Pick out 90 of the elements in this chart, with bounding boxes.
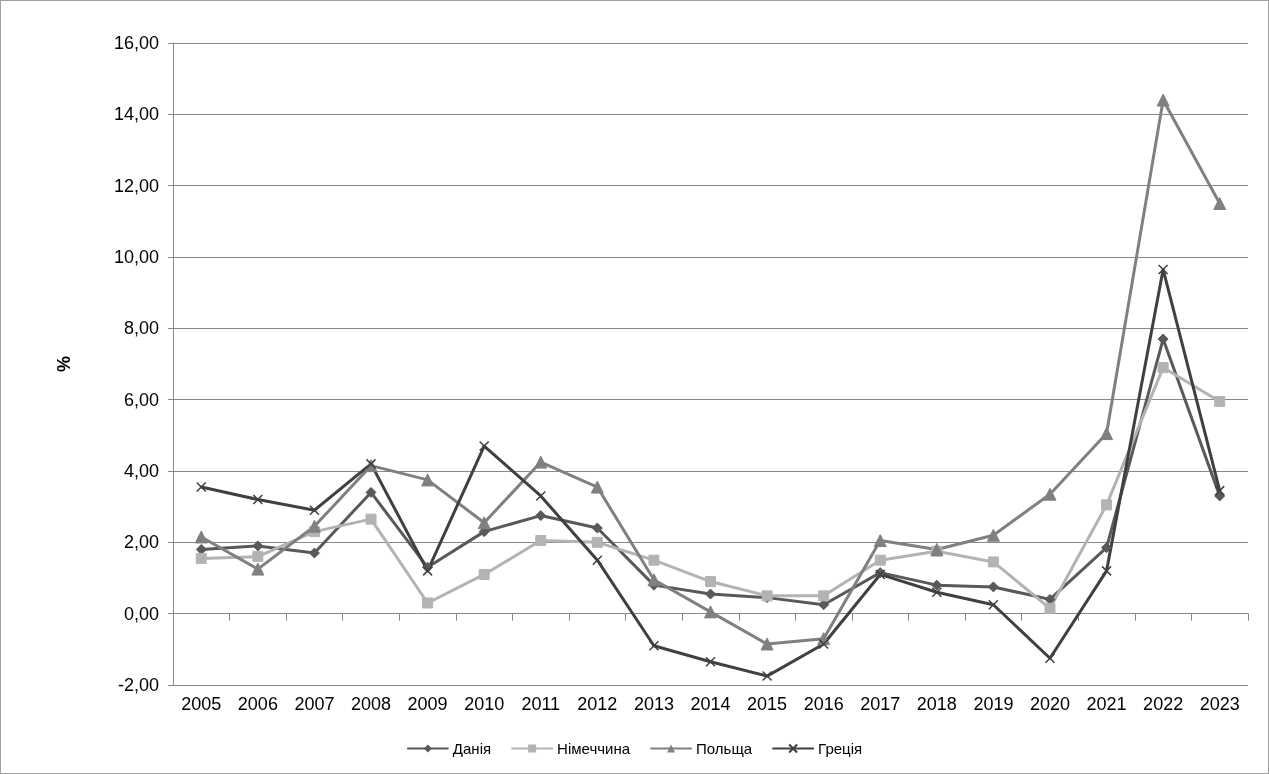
point [421, 473, 435, 487]
point [251, 562, 265, 576]
point [195, 552, 207, 564]
y-tick-label: 4,00 [123, 461, 159, 481]
legend-label: Греція [818, 740, 863, 757]
x-tick-label: 2022 [1143, 694, 1184, 714]
point [647, 573, 661, 587]
point [705, 588, 716, 600]
point [705, 656, 716, 668]
point [307, 519, 321, 533]
point [874, 554, 886, 566]
x-tick-label: 2015 [747, 694, 788, 714]
point [648, 554, 660, 566]
x-tick-label: 2008 [351, 694, 392, 714]
x-tick-label: 2010 [464, 694, 505, 714]
point [761, 670, 773, 682]
point [1213, 197, 1227, 210]
point [194, 530, 208, 544]
point [1044, 593, 1056, 605]
point [986, 528, 1000, 542]
y-tick-label: 6,00 [123, 389, 159, 410]
y-tick-label: 16,00 [113, 33, 159, 53]
point [1157, 264, 1169, 275]
y-tick-label: -2,00 [117, 675, 159, 695]
point [1044, 602, 1056, 614]
point [1214, 485, 1225, 496]
point [987, 556, 999, 568]
x-tick-label: 2011 [521, 694, 561, 714]
point [535, 510, 547, 522]
point [590, 480, 604, 494]
point [422, 565, 433, 577]
x-tick-label: 2013 [633, 694, 674, 714]
legend-label: Німеччина [557, 740, 631, 757]
point [477, 516, 491, 530]
x-tick-label: 2016 [803, 694, 844, 714]
point [592, 554, 603, 566]
legend-label: Данія [452, 740, 492, 757]
y-tick-label: 8,00 [123, 318, 159, 339]
x-tick-label: 2018 [916, 694, 957, 714]
y-tick-label: 10,00 [113, 247, 159, 267]
point [1101, 542, 1113, 554]
x-tick-label: 2023 [1199, 694, 1240, 714]
point [705, 576, 716, 588]
point [195, 543, 207, 555]
point [1043, 487, 1057, 501]
x-tick-label: 2020 [1029, 694, 1070, 714]
point [704, 605, 717, 619]
y-tick-label: 14,00 [113, 104, 159, 125]
point [818, 590, 830, 602]
point [365, 513, 377, 525]
point [873, 534, 887, 548]
point [252, 551, 264, 563]
point [252, 494, 264, 505]
point [534, 455, 548, 469]
x-tick-label: 2021 [1086, 694, 1127, 714]
point [535, 535, 547, 547]
y-tick-label: 2,00 [123, 532, 159, 553]
point [931, 587, 943, 598]
y-tick-label: 0,00 [123, 603, 159, 624]
x-tick-label: 2012 [577, 694, 618, 714]
point [591, 536, 603, 548]
point [591, 522, 603, 534]
point [365, 486, 377, 498]
point [760, 637, 774, 651]
x-tick-label: 2007 [294, 694, 335, 714]
y-tick-label: 12,00 [113, 175, 159, 196]
y-axis-title: % [54, 355, 74, 373]
point [196, 481, 207, 493]
point [478, 568, 490, 580]
x-tick-label: 2006 [237, 694, 278, 714]
point [1156, 93, 1170, 107]
point [309, 504, 320, 516]
x-tick-label: 2017 [860, 694, 901, 714]
point [252, 540, 264, 552]
point [648, 640, 660, 652]
point [1214, 395, 1226, 407]
point [818, 599, 830, 611]
point [1101, 499, 1113, 511]
point [308, 547, 320, 559]
x-tick-label: 2009 [407, 694, 448, 714]
point [1101, 565, 1112, 577]
point [818, 638, 829, 650]
x-tick-label: 2014 [690, 694, 731, 714]
point [988, 599, 999, 610]
x-tick-label: 2019 [973, 694, 1014, 714]
point [1100, 427, 1114, 441]
x-tick-label: 2005 [181, 694, 222, 714]
point [1157, 362, 1169, 374]
legend-label: Польща [696, 740, 753, 757]
point [422, 597, 434, 609]
